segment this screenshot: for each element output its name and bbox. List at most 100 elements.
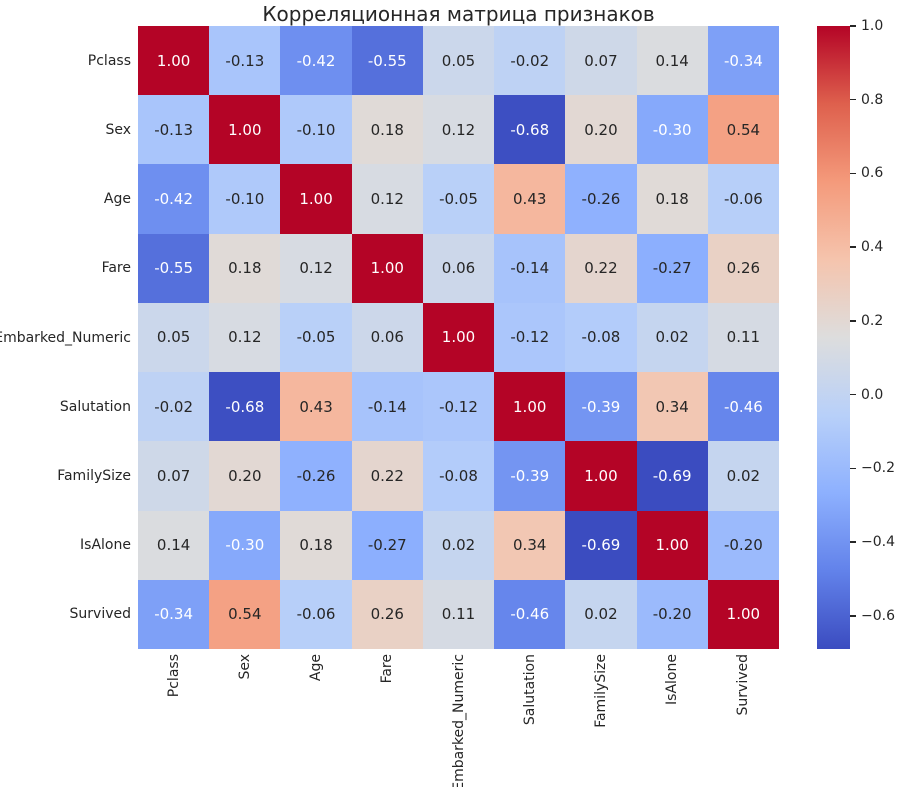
- heatmap-cell-Sex-Salutation: -0.68: [494, 95, 566, 165]
- heatmap-cell-Fare-Age: 0.12: [280, 233, 352, 303]
- heatmap-cell-FamilySize-Fare: 0.22: [351, 441, 423, 511]
- y-tick-label-FamilySize: FamilySize: [57, 467, 131, 484]
- y-tick-label-Embarked_Numeric: Embarked_Numeric: [0, 329, 131, 346]
- heatmap-cell-Pclass-Survived: -0.34: [707, 26, 779, 96]
- heatmap-cell-Sex-Sex: 1.00: [209, 95, 281, 165]
- x-tick-label-Survived: Survived: [735, 654, 752, 716]
- colorbar-tick-mark: [850, 615, 856, 617]
- colorbar-tick-mark: [850, 467, 856, 470]
- heatmap-cell-Embarked_Numeric-FamilySize: -0.08: [565, 302, 637, 373]
- heatmap-cell-Fare-Survived: 0.26: [707, 233, 779, 303]
- colorbar: [817, 26, 850, 649]
- heatmap-cell-Embarked_Numeric-Fare: 0.06: [351, 302, 423, 373]
- colorbar-tick-label: 1.0: [861, 18, 884, 34]
- heatmap-cell-IsAlone-Pclass: 0.14: [138, 510, 210, 580]
- colorbar-tick-mark: [850, 541, 856, 543]
- heatmap-cell-Sex-Fare: 0.18: [351, 95, 423, 165]
- heatmap-cell-Survived-Age: -0.06: [280, 579, 352, 649]
- heatmap-cell-FamilySize-Embarked_Numeric: -0.08: [422, 441, 495, 511]
- heatmap-cell-Survived-Fare: 0.26: [351, 579, 423, 649]
- heatmap-cell-Sex-Age: -0.10: [280, 95, 352, 165]
- y-tick-label-Fare: Fare: [101, 260, 131, 277]
- heatmap-cell-Survived-IsAlone: -0.20: [636, 579, 708, 649]
- heatmap-cell-Survived-FamilySize: 0.02: [565, 579, 637, 649]
- heatmap-cell-Embarked_Numeric-IsAlone: 0.02: [636, 302, 708, 373]
- x-tick-label-Pclass: Pclass: [165, 654, 182, 698]
- heatmap-cell-Age-Sex: -0.10: [209, 164, 281, 234]
- x-tick-label-FamilySize: FamilySize: [592, 654, 609, 728]
- heatmap-cell-Salutation-Sex: -0.68: [209, 372, 281, 442]
- colorbar-tick-label: 0.8: [861, 91, 884, 108]
- x-tick-label-Fare: Fare: [379, 654, 396, 684]
- heatmap-cell-Survived-Survived: 1.00: [707, 579, 779, 649]
- x-tick-label-IsAlone: IsAlone: [664, 654, 681, 705]
- colorbar-tick-label: −0.4: [861, 534, 895, 551]
- heatmap-cell-FamilySize-Age: -0.26: [280, 441, 352, 511]
- heatmap-cell-IsAlone-IsAlone: 1.00: [636, 510, 708, 580]
- heatmap-cell-Fare-IsAlone: -0.27: [636, 233, 708, 303]
- colorbar-tick-mark: [850, 393, 856, 396]
- heatmap-cell-IsAlone-Sex: -0.30: [209, 510, 281, 580]
- heatmap-cell-Age-IsAlone: 0.18: [636, 164, 708, 234]
- heatmap-cell-IsAlone-Fare: -0.27: [351, 510, 423, 580]
- colorbar-tick-label: −0.6: [861, 607, 895, 624]
- heatmap-cell-Salutation-Age: 0.43: [280, 372, 352, 442]
- heatmap-cell-FamilySize-Pclass: 0.07: [138, 441, 210, 511]
- heatmap-cell-Survived-Embarked_Numeric: 0.11: [422, 579, 495, 649]
- heatmap-cell-IsAlone-Survived: -0.20: [707, 510, 779, 580]
- x-tick-label-Age: Age: [308, 654, 325, 682]
- heatmap-cell-Age-Age: 1.00: [280, 164, 352, 234]
- y-tick-label-Sex: Sex: [105, 121, 131, 138]
- heatmap-cell-Fare-FamilySize: 0.22: [565, 233, 637, 303]
- heatmap-cell-Embarked_Numeric-Age: -0.05: [280, 302, 352, 373]
- heatmap-cell-Salutation-Embarked_Numeric: -0.12: [422, 372, 495, 442]
- heatmap-cell-Embarked_Numeric-Survived: 0.11: [707, 302, 779, 373]
- heatmap-cell-Survived-Sex: 0.54: [209, 579, 281, 649]
- heatmap-cell-Survived-Salutation: -0.46: [494, 579, 566, 649]
- colorbar-tick-label: 0.4: [861, 239, 884, 256]
- heatmap-cell-Salutation-IsAlone: 0.34: [636, 372, 708, 442]
- y-tick-label-Age: Age: [103, 191, 131, 208]
- heatmap-cell-Salutation-Fare: -0.14: [351, 372, 423, 442]
- heatmap-cell-Sex-FamilySize: 0.20: [565, 95, 637, 165]
- heatmap-cell-Sex-Embarked_Numeric: 0.12: [422, 95, 495, 165]
- heatmap-cell-FamilySize-FamilySize: 1.00: [565, 441, 637, 511]
- heatmap-cell-Sex-IsAlone: -0.30: [636, 95, 708, 165]
- heatmap-cell-Fare-Salutation: -0.14: [494, 233, 566, 303]
- heatmap-cell-Age-Fare: 0.12: [351, 164, 423, 234]
- heatmap-cell-IsAlone-FamilySize: -0.69: [565, 510, 637, 580]
- colorbar-tick-label: 0.0: [861, 386, 884, 403]
- y-tick-label-Salutation: Salutation: [59, 398, 131, 415]
- x-tick-label-Salutation: Salutation: [521, 654, 538, 726]
- colorbar-tick-label: −0.2: [861, 460, 895, 477]
- heatmap-cell-Fare-Fare: 1.00: [351, 233, 423, 303]
- heatmap-cell-Age-Pclass: -0.42: [138, 164, 210, 234]
- heatmap-cell-FamilySize-Salutation: -0.39: [494, 441, 566, 511]
- heatmap-cell-Age-Survived: -0.06: [707, 164, 779, 234]
- heatmap-cell-FamilySize-IsAlone: -0.69: [636, 441, 708, 511]
- heatmap-cell-IsAlone-Age: 0.18: [280, 510, 352, 580]
- heatmap-grid: 1.00 -0.13 -0.42 -0.55 0.05 -0.02 0.07 0.14 -0.3…: [138, 26, 779, 649]
- heatmap-cell-Salutation-FamilySize: -0.39: [565, 372, 637, 442]
- y-tick-label-Pclass: Pclass: [87, 52, 131, 69]
- y-tick-label-IsAlone: IsAlone: [80, 537, 131, 554]
- colorbar-tick-mark: [850, 25, 856, 27]
- x-tick-label-Sex: Sex: [236, 654, 253, 680]
- heatmap-cell-Fare-Pclass: -0.55: [138, 233, 210, 303]
- x-tick-label-Embarked_Numeric: Embarked_Numeric: [450, 654, 467, 787]
- heatmap-cell-Sex-Survived: 0.54: [707, 95, 779, 165]
- heatmap-cell-FamilySize-Survived: 0.02: [707, 441, 779, 511]
- heatmap-cell-Embarked_Numeric-Sex: 0.12: [209, 302, 281, 373]
- heatmap-cell-Salutation-Pclass: -0.02: [138, 372, 210, 442]
- colorbar-tick-mark: [850, 99, 856, 101]
- heatmap-cell-Sex-Pclass: -0.13: [138, 95, 210, 165]
- y-tick-label-Survived: Survived: [69, 606, 131, 623]
- heatmap-cell-Fare-Sex: 0.18: [209, 233, 281, 303]
- heatmap-cell-Age-FamilySize: -0.26: [565, 164, 637, 234]
- heatmap-cell-Pclass-Pclass: 1.00: [138, 26, 210, 96]
- heatmap-cell-Salutation-Salutation: 1.00: [494, 372, 566, 442]
- heatmap-cell-Pclass-Fare: -0.55: [351, 26, 423, 96]
- heatmap-cell-Salutation-Survived: -0.46: [707, 372, 779, 442]
- heatmap-cell-Age-Embarked_Numeric: -0.05: [422, 164, 495, 234]
